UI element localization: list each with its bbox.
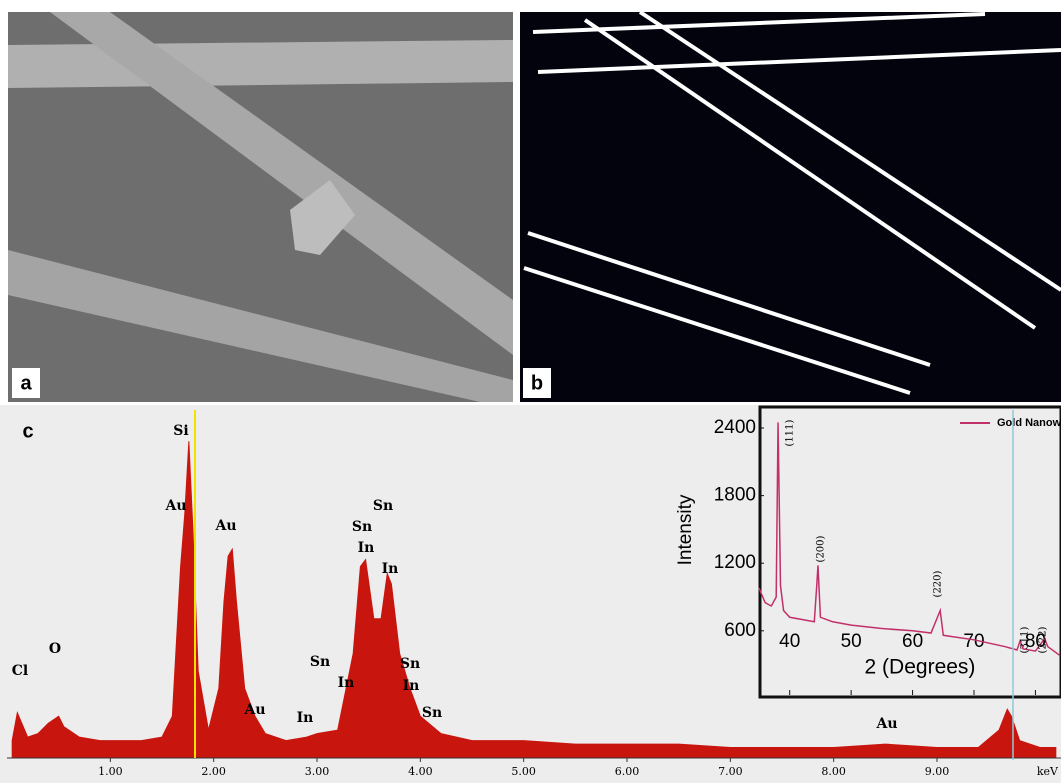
y-tick-label: 600 — [724, 620, 756, 641]
x-tick-label: 4.00 — [408, 765, 433, 778]
peak-label: Si — [173, 423, 188, 439]
peak-label: In — [358, 540, 375, 556]
panel-label: c — [22, 420, 33, 442]
y-axis-label: Intensity — [675, 494, 696, 565]
label-box — [12, 368, 40, 398]
peak-label: In — [338, 675, 355, 691]
peak-label: In — [297, 710, 314, 726]
panel-a: a — [8, 12, 513, 402]
peak-label: Sn — [373, 498, 393, 514]
xrd-inset: 600 1200 1800 2400 40 50 60 70 80 Intensity 2 (Deg… — [675, 417, 1061, 695]
peak-label: Sn — [352, 519, 372, 535]
peak-label: Au — [243, 702, 265, 718]
junction — [290, 180, 355, 255]
x-tick-label: 2.00 — [201, 765, 226, 778]
wire-traces — [523, 10, 1061, 395]
y-tick-label: 1200 — [714, 552, 756, 573]
peak-label: Au — [164, 498, 186, 514]
x-tick-label: 80 — [1025, 631, 1046, 652]
x-tick-label: 1.00 — [98, 765, 123, 778]
peak-label: (220) — [933, 570, 944, 597]
peak-label: (111) — [785, 419, 796, 446]
peak-label: (311) — [1020, 626, 1031, 653]
x-tick-label: 3.00 — [305, 765, 330, 778]
x-tick-label: 6.00 — [615, 765, 640, 778]
panel-b: b — [520, 10, 1061, 402]
x-tick-label: 40 — [779, 631, 800, 652]
xrd-line — [758, 422, 1061, 657]
x-tick-label: 5.00 — [511, 765, 536, 778]
peak-label: (222) — [1038, 626, 1049, 653]
y-tick-label: 1800 — [714, 485, 756, 506]
peak-label: Sn — [400, 656, 420, 672]
spectrum-area — [11, 441, 1057, 759]
peak-label: In — [403, 678, 420, 694]
peak-label: (200) — [816, 535, 827, 562]
peak-label: Au — [875, 716, 897, 732]
x-tick-label: 50 — [841, 631, 862, 652]
x-tick-label: 70 — [963, 631, 984, 652]
map-image — [520, 12, 1061, 402]
x-tick-label: 60 — [902, 631, 923, 652]
panel-label: b — [531, 372, 543, 394]
inset-frame — [758, 405, 1061, 699]
peak-label: Sn — [310, 654, 330, 670]
x-axis-label: 2 (Degrees) — [865, 656, 976, 679]
x-axis-label: keV — [1037, 765, 1059, 778]
peak-label: O — [49, 641, 61, 657]
legend-label: Gold Nanowires — [997, 417, 1061, 429]
peak-label: In — [382, 561, 399, 577]
wire — [8, 250, 513, 402]
x-tick-label: 9.00 — [925, 765, 950, 778]
eds-spectrum: 1.00 2.00 3.00 4.00 5.00 6.00 7.00 8.00 9.00 keV S… — [7, 423, 1061, 778]
panel-label: a — [20, 372, 32, 394]
peak-label: Au — [214, 518, 236, 534]
wire — [8, 40, 513, 88]
label-box — [523, 368, 551, 398]
x-tick-label: 7.00 — [718, 765, 743, 778]
y-tick-label: 2400 — [714, 417, 756, 438]
x-tick-label: 8.00 — [821, 765, 846, 778]
peak-label: Sn — [422, 705, 442, 721]
peak-label: Cl — [12, 663, 28, 679]
wire — [50, 12, 513, 355]
